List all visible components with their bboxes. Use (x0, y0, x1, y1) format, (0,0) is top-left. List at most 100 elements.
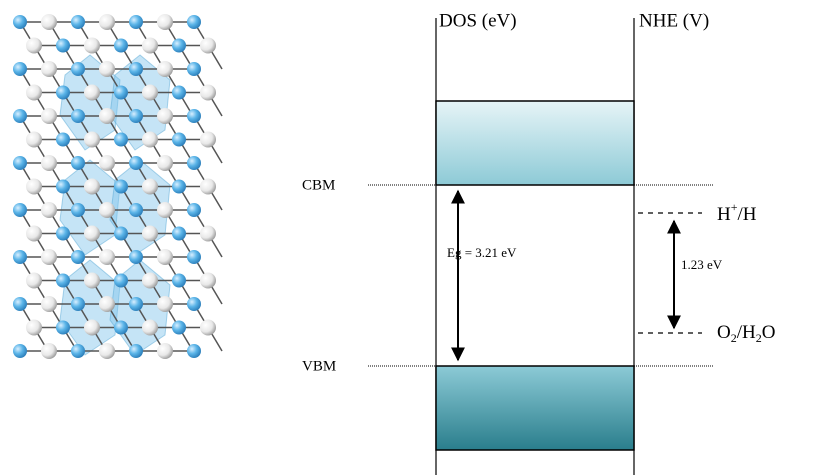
metal-atom (56, 274, 70, 288)
metal-atom (129, 109, 143, 123)
metal-atom (172, 274, 186, 288)
oxygen-atom (200, 132, 216, 148)
oxygen-atom (200, 85, 216, 101)
metal-atom (172, 86, 186, 100)
oxygen-atom (41, 155, 57, 171)
band-gap-label: Eg = 3.21 eV (447, 245, 517, 260)
diagram: DOS (eV) NHE (V) CBM VBM Eg = 3.21 eV 1.… (0, 0, 815, 475)
oxygen-atom (99, 61, 115, 77)
metal-atom (172, 227, 186, 241)
metal-atom (71, 250, 85, 264)
oxygen-atom (200, 179, 216, 195)
oxygen-atom (99, 155, 115, 171)
metal-atom (71, 344, 85, 358)
metal-atom (71, 156, 85, 170)
oxygen-atom (26, 226, 42, 242)
oxygen-atom (84, 38, 100, 54)
metal-atom (13, 156, 27, 170)
oxygen-atom (157, 343, 173, 359)
oxygen-atom (157, 249, 173, 265)
redox-gap-label: 1.23 eV (681, 257, 723, 272)
oxygen-atom (41, 296, 57, 312)
metal-atom (56, 133, 70, 147)
metal-atom (13, 250, 27, 264)
oxygen-atom (99, 296, 115, 312)
metal-atom (172, 39, 186, 53)
oxygen-atom (84, 226, 100, 242)
metal-atom (13, 109, 27, 123)
metal-atom (129, 203, 143, 217)
metal-atom (187, 297, 201, 311)
metal-atom (114, 180, 128, 194)
oxygen-atom (200, 226, 216, 242)
cbm-label: CBM (302, 177, 335, 193)
metal-atom (172, 133, 186, 147)
oxygen-atom (84, 132, 100, 148)
oxygen-atom (157, 296, 173, 312)
oxygen-atom (41, 61, 57, 77)
vbm-label: VBM (302, 358, 336, 374)
oxygen-atom (84, 273, 100, 289)
metal-atom (129, 297, 143, 311)
metal-atom (13, 344, 27, 358)
metal-atom (71, 297, 85, 311)
metal-atom (187, 109, 201, 123)
oxygen-atom (200, 320, 216, 336)
metal-atom (172, 321, 186, 335)
metal-atom (71, 203, 85, 217)
metal-atom (71, 109, 85, 123)
metal-atom (13, 203, 27, 217)
oxygen-atom (157, 155, 173, 171)
metal-atom (129, 156, 143, 170)
metal-atom (187, 156, 201, 170)
text-part: O (717, 322, 731, 343)
oxygen-atom (84, 320, 100, 336)
text-part: O (762, 322, 776, 343)
oxygen-atom (200, 273, 216, 289)
metal-atom (13, 297, 27, 311)
oxidation-couple: O2/H2O (717, 322, 775, 344)
oxygen-atom (84, 179, 100, 195)
metal-atom (187, 62, 201, 76)
oxygen-atom (200, 38, 216, 54)
metal-atom (129, 15, 143, 29)
conduction-band (436, 101, 634, 185)
oxygen-atom (142, 226, 158, 242)
oxygen-atom (157, 14, 173, 30)
oxygen-atom (157, 61, 173, 77)
metal-atom (71, 15, 85, 29)
metal-atom (56, 180, 70, 194)
dos-label: DOS (eV) (439, 10, 517, 31)
valence-band (436, 366, 634, 450)
oxygen-atom (41, 249, 57, 265)
metal-atom (129, 250, 143, 264)
oxygen-atom (142, 273, 158, 289)
metal-atom (114, 133, 128, 147)
metal-atom (187, 344, 201, 358)
metal-atom (187, 203, 201, 217)
oxygen-atom (26, 132, 42, 148)
oxygen-atom (26, 273, 42, 289)
text-part: H (717, 204, 731, 225)
metal-atom (56, 227, 70, 241)
metal-atom (13, 62, 27, 76)
metal-atom (187, 250, 201, 264)
oxygen-atom (99, 249, 115, 265)
oxygen-atom (41, 14, 57, 30)
oxygen-atom (142, 38, 158, 54)
oxygen-atom (142, 179, 158, 195)
oxygen-atom (26, 179, 42, 195)
metal-atom (114, 39, 128, 53)
oxygen-atom (26, 38, 42, 54)
nhe-label: NHE (V) (639, 10, 709, 31)
oxygen-atom (157, 108, 173, 124)
oxygen-atom (26, 320, 42, 336)
metal-atom (114, 227, 128, 241)
metal-atom (172, 180, 186, 194)
oxygen-atom (99, 14, 115, 30)
metal-atom (13, 15, 27, 29)
text-part: /H (738, 204, 757, 225)
reduction-couple: H+/H (717, 200, 757, 226)
oxygen-atom (142, 132, 158, 148)
text-part: /H (737, 322, 756, 343)
